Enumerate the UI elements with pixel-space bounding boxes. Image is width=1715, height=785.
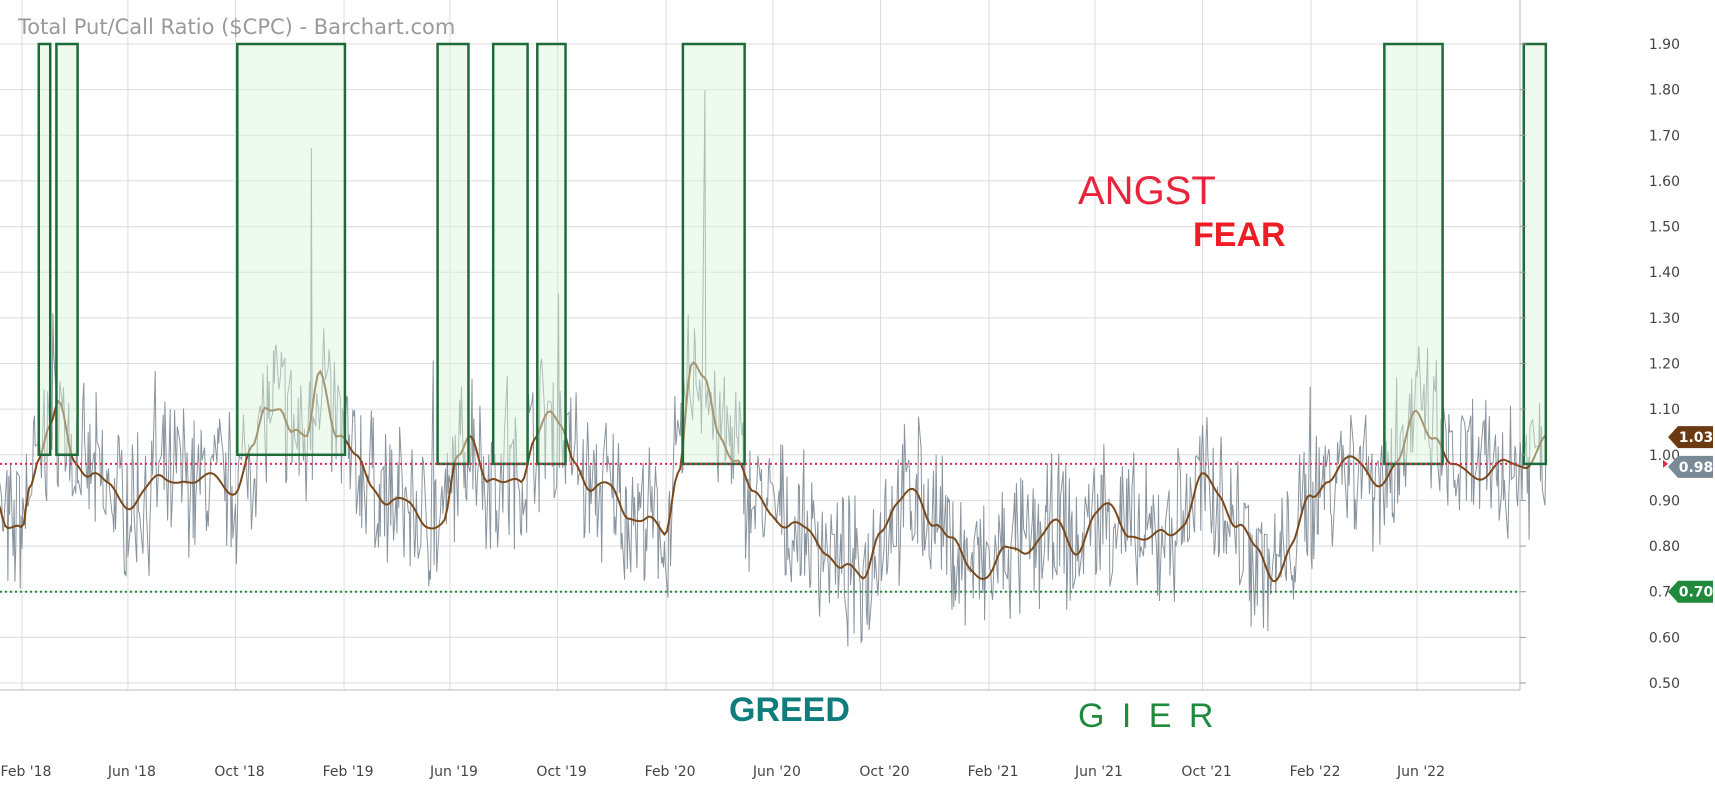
y-tick-label: 1.60	[1649, 174, 1680, 190]
highlight-box	[536, 42, 567, 466]
y-tick-label: 1.70	[1649, 128, 1680, 144]
value-badge	[1668, 426, 1713, 449]
y-tick-label: 1.40	[1649, 265, 1680, 281]
moving-average-line	[0, 360, 1547, 583]
x-axis: Feb '18 Jun '18 Oct '18 Feb '19 Jun '19 Oct '…	[1, 764, 1445, 780]
annotation-g-i-e-r: G I E R	[1078, 697, 1217, 735]
reference-lines	[0, 462, 1520, 593]
annotation-greed: GREED	[729, 691, 850, 729]
highlight-box	[1522, 42, 1548, 466]
highlight-box	[491, 42, 529, 466]
highlight-box	[681, 42, 746, 466]
highlight-box	[1383, 42, 1444, 466]
annotation-angst: ANGST	[1078, 169, 1216, 213]
value-badge-label: 0.70	[1679, 585, 1714, 601]
price-badges: 1.03 0.98 0.70	[1663, 426, 1714, 603]
y-tick-label: 1.20	[1649, 357, 1680, 373]
highlight-box	[236, 42, 347, 457]
x-tick-label: Jun '20	[752, 764, 801, 780]
x-tick-label: Jun '18	[107, 764, 156, 780]
x-tick-label: Oct '21	[1181, 764, 1231, 780]
value-badge	[1668, 580, 1713, 603]
chart-title: Total Put/Call Ratio ($CPC) - Barchart.c…	[17, 15, 455, 39]
y-tick-label: 0.50	[1649, 676, 1680, 692]
y-tick-label: 0.80	[1649, 539, 1680, 555]
y-tick-label: 1.30	[1649, 311, 1680, 327]
y-tick-label: 1.10	[1649, 402, 1680, 418]
highlight-box	[436, 42, 470, 466]
value-badge-label: 1.03	[1679, 430, 1714, 446]
x-tick-label: Feb '22	[1290, 764, 1341, 780]
y-tick-label: 1.80	[1649, 83, 1680, 99]
x-tick-label: Oct '20	[859, 764, 909, 780]
y-tick-label: 1.90	[1649, 37, 1680, 53]
value-badge	[1668, 455, 1713, 478]
raw-ratio-line	[0, 89, 1547, 647]
y-tick-label: 0.60	[1649, 630, 1680, 646]
x-tick-label: Feb '19	[323, 764, 374, 780]
y-axis: 1.90 1.80 1.70 1.60 1.50 1.40 1.30 1.20 1.10 1.00…	[1520, 37, 1680, 692]
moving-average-series	[0, 360, 1547, 583]
y-tick-label: 1.50	[1649, 220, 1680, 236]
y-tick-label: 1.00	[1649, 448, 1680, 464]
grid	[0, 0, 1521, 691]
x-tick-label: Feb '18	[1, 764, 52, 780]
value-badge-label: 0.98	[1679, 460, 1714, 476]
x-tick-label: Jun '19	[429, 764, 478, 780]
x-tick-label: Jun '21	[1074, 764, 1123, 780]
x-tick-label: Oct '18	[214, 764, 264, 780]
y-tick-label: 0.90	[1649, 493, 1680, 509]
highlight-boxes	[37, 42, 1548, 466]
x-tick-label: Feb '21	[968, 764, 1019, 780]
x-tick-label: Feb '20	[645, 764, 696, 780]
x-tick-label: Oct '19	[536, 764, 586, 780]
current-marker-icon	[1663, 459, 1668, 468]
raw-series	[0, 89, 1547, 647]
annotation-fear: FEAR	[1193, 216, 1286, 254]
x-tick-label: Jun '22	[1396, 764, 1445, 780]
highlight-box	[55, 42, 79, 457]
highlight-box	[37, 42, 52, 457]
